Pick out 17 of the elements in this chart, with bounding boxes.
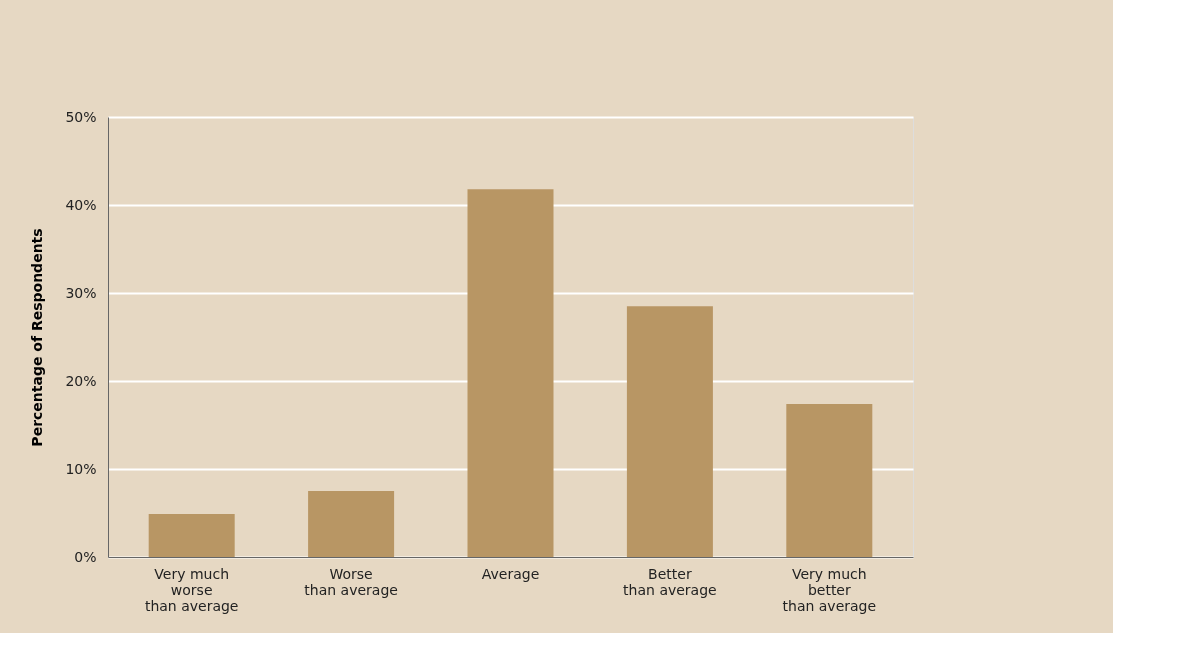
x-tick-label: Worse than average bbox=[304, 565, 398, 598]
x-tick-label: Very much worse than average bbox=[144, 565, 239, 614]
y-tick-label: 30% bbox=[65, 284, 97, 301]
bar bbox=[626, 306, 713, 557]
x-tick-label: Average bbox=[481, 565, 540, 582]
y-tick-label: 0% bbox=[74, 548, 97, 565]
bar bbox=[308, 491, 395, 557]
bar bbox=[467, 189, 554, 557]
y-axis-title: Percentage of Respondents bbox=[29, 228, 46, 447]
x-tick-label: Very much better than average bbox=[782, 565, 877, 614]
y-tick-label: 10% bbox=[65, 460, 97, 477]
y-tick-label: 40% bbox=[65, 196, 97, 213]
y-tick-label: 20% bbox=[65, 372, 97, 389]
bar bbox=[786, 403, 873, 557]
bar bbox=[148, 513, 235, 557]
y-tick-label: 50% bbox=[65, 108, 97, 125]
x-tick-label: Better than average bbox=[623, 565, 717, 598]
